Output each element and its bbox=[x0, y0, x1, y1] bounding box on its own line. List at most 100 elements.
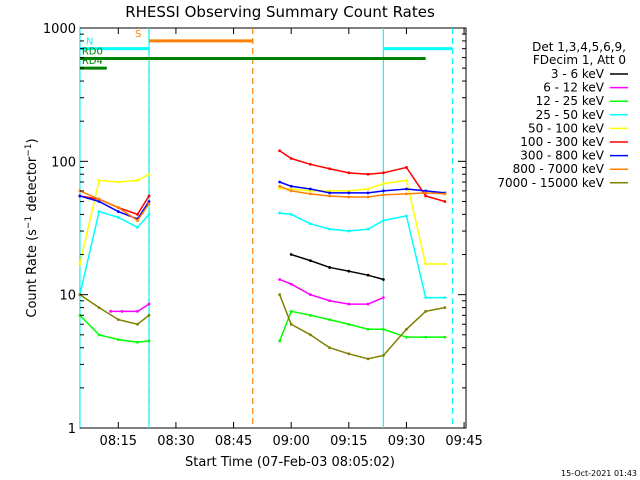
data-point bbox=[136, 340, 139, 344]
data-point bbox=[347, 352, 351, 356]
data-point bbox=[405, 192, 408, 196]
data-point bbox=[308, 313, 312, 317]
data-point bbox=[308, 259, 312, 263]
data-point bbox=[78, 189, 82, 193]
y-tick-label: 1000 bbox=[43, 22, 76, 37]
x-tick-label: 08:45 bbox=[215, 434, 252, 449]
data-point bbox=[328, 299, 332, 303]
data-point bbox=[424, 309, 428, 313]
data-point bbox=[366, 195, 370, 199]
data-point bbox=[381, 296, 385, 300]
data-point bbox=[366, 357, 370, 361]
data-point bbox=[97, 333, 101, 337]
series-line bbox=[279, 181, 445, 194]
series-line bbox=[278, 310, 445, 342]
series-line bbox=[278, 294, 446, 360]
y-axis-label-part: detector bbox=[25, 156, 40, 216]
legend-label: 7000 - 15000 keV bbox=[497, 176, 604, 190]
legend-header-line: FDecim 1, Att 0 bbox=[533, 53, 626, 67]
data-point bbox=[328, 167, 332, 171]
data-point bbox=[443, 262, 447, 266]
data-point bbox=[347, 191, 351, 195]
data-point bbox=[381, 219, 385, 222]
data-point bbox=[443, 192, 447, 196]
x-tick-label: 09:30 bbox=[388, 434, 425, 449]
data-point bbox=[328, 346, 332, 350]
data-point bbox=[289, 212, 293, 216]
data-point bbox=[289, 322, 293, 326]
series-line bbox=[279, 212, 445, 299]
data-point bbox=[424, 296, 428, 300]
data-point bbox=[308, 187, 312, 191]
data-point bbox=[78, 194, 82, 198]
data-point bbox=[147, 313, 151, 317]
y-tick-label: 10 bbox=[59, 289, 76, 304]
series-group bbox=[78, 184, 447, 222]
data-point bbox=[366, 273, 370, 277]
y-axis-label: Count Rate (s−1 detector−1) bbox=[24, 138, 40, 317]
x-tick-label: 09:45 bbox=[445, 434, 482, 449]
data-point bbox=[405, 187, 408, 191]
data-point bbox=[278, 149, 282, 153]
data-point bbox=[278, 339, 282, 343]
data-point bbox=[328, 189, 332, 193]
series-line bbox=[279, 179, 445, 265]
chart-title: RHESSI Observing Summary Count Rates bbox=[125, 3, 435, 21]
data-point bbox=[78, 262, 82, 266]
series-group bbox=[289, 253, 385, 281]
y-tick-label: 1 bbox=[68, 422, 76, 437]
data-point bbox=[424, 191, 428, 195]
data-point bbox=[347, 171, 351, 175]
data-point bbox=[328, 194, 332, 198]
state-bar-label: RD0 bbox=[82, 47, 103, 58]
data-point bbox=[381, 171, 385, 175]
data-point bbox=[381, 182, 385, 186]
data-point bbox=[147, 172, 151, 176]
x-tick-label: 09:15 bbox=[330, 434, 367, 449]
data-point bbox=[347, 269, 351, 273]
data-point bbox=[136, 212, 139, 216]
series-line bbox=[290, 253, 384, 281]
data-point bbox=[381, 278, 385, 281]
data-point bbox=[289, 309, 293, 313]
series-group bbox=[78, 309, 447, 344]
data-point bbox=[328, 318, 332, 322]
data-point bbox=[405, 178, 408, 182]
data-point bbox=[347, 189, 351, 193]
data-point bbox=[328, 266, 332, 269]
legend-label: 3 - 6 keV bbox=[551, 67, 605, 81]
data-point bbox=[136, 178, 139, 182]
data-point bbox=[381, 327, 385, 331]
series-line bbox=[110, 303, 150, 313]
legend-header-line: Det 1,3,4,5,6,9, bbox=[532, 40, 626, 54]
data-point bbox=[147, 302, 151, 306]
series-group bbox=[109, 278, 385, 313]
series-line bbox=[79, 210, 150, 295]
legend-label: 12 - 25 keV bbox=[536, 94, 605, 108]
series-group bbox=[78, 293, 447, 361]
data-point bbox=[116, 338, 120, 342]
data-point bbox=[278, 180, 282, 184]
data-point bbox=[443, 296, 447, 300]
data-point bbox=[308, 192, 312, 196]
data-point bbox=[278, 211, 282, 215]
legend-label: 50 - 100 keV bbox=[528, 121, 605, 135]
x-axis-label: Start Time (07-Feb-03 08:05:02) bbox=[185, 455, 395, 470]
data-point bbox=[278, 293, 282, 297]
data-point bbox=[366, 327, 370, 331]
data-point bbox=[405, 214, 408, 218]
data-point bbox=[147, 200, 151, 203]
data-point bbox=[381, 193, 385, 197]
series-line bbox=[79, 294, 150, 326]
data-point bbox=[366, 191, 370, 195]
data-point bbox=[97, 210, 101, 213]
data-point bbox=[347, 302, 351, 306]
state-bar-label: RD4 bbox=[82, 56, 103, 67]
legend-label: 100 - 300 keV bbox=[520, 135, 604, 149]
data-point bbox=[347, 229, 351, 233]
data-point bbox=[347, 195, 351, 199]
data-point bbox=[147, 202, 151, 206]
data-point bbox=[136, 219, 139, 222]
